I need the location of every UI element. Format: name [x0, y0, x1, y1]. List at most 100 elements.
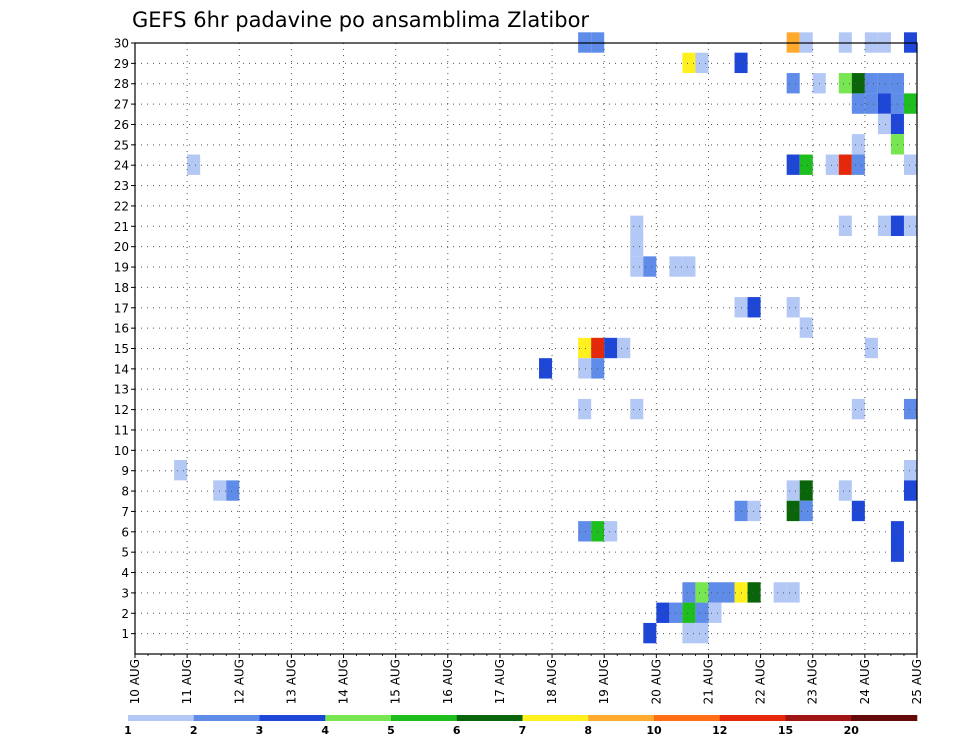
- y-tick-label: 17: [114, 301, 129, 315]
- colorbar-swatch: [654, 715, 721, 721]
- heatmap-cell: [604, 337, 618, 359]
- y-tick-label: 3: [121, 586, 129, 600]
- heatmap-cell: [747, 500, 761, 522]
- heatmap-cell: [903, 93, 917, 114]
- x-tick-label: 12 AUG: [232, 659, 246, 704]
- colorbar-swatch: [128, 715, 195, 721]
- y-tick-label: 28: [114, 77, 129, 91]
- heatmap-cell: [851, 134, 865, 155]
- heatmap-cell: [825, 154, 839, 175]
- x-tick-label: 21 AUG: [701, 659, 715, 704]
- heatmap-cell: [226, 480, 240, 501]
- colorbar-swatch: [719, 715, 786, 721]
- colorbar-label: 8: [584, 724, 592, 737]
- x-tick-label: 14 AUG: [337, 659, 351, 704]
- heatmap-cell: [838, 73, 852, 94]
- heatmap-cells: [174, 32, 917, 644]
- heatmap-cell: [578, 337, 592, 359]
- heatmap-cell: [877, 73, 891, 94]
- heatmap-cell: [643, 256, 657, 277]
- x-tick-label: 17 AUG: [493, 659, 507, 704]
- heatmap-cell: [838, 480, 852, 501]
- heatmap-cell: [786, 154, 800, 175]
- heatmap-cell: [708, 602, 722, 623]
- heatmap-cell: [890, 113, 904, 135]
- heatmap-cell: [643, 622, 657, 644]
- heatmap-cell: [721, 582, 735, 603]
- x-tick-label: 18 AUG: [545, 659, 559, 704]
- heatmap-cell: [591, 358, 605, 379]
- colorbar-swatch: [522, 715, 589, 721]
- heatmap-cell: [903, 215, 917, 236]
- heatmap-cell: [630, 235, 644, 257]
- colorbar-swatch: [193, 715, 260, 721]
- y-tick-label: 16: [114, 322, 129, 336]
- heatmap-cell: [213, 480, 227, 501]
- heatmap-cell: [630, 215, 644, 236]
- heatmap-cell: [682, 622, 696, 644]
- heatmap-cell: [851, 500, 865, 522]
- y-tick-label: 2: [121, 607, 129, 621]
- heatmap-cell: [174, 460, 188, 481]
- y-tick-label: 11: [114, 423, 129, 437]
- x-tick-label: 23 AUG: [806, 659, 820, 704]
- colorbar: 1 2 3 4 5 6 7 8 10 12 15 20: [124, 715, 918, 737]
- x-tick-label: 13 AUG: [284, 659, 298, 704]
- y-tick-label: 21: [114, 220, 129, 234]
- x-tick-label: 25 AUG: [910, 659, 924, 704]
- x-axis: 10 AUG 11 AUG 12 AUG 13 AUG 14 AUG 15 AUG 16 A…: [128, 654, 924, 704]
- x-tick-label: 16 AUG: [441, 659, 455, 704]
- grid-lines: [135, 42, 917, 654]
- x-tick-label: 19 AUG: [597, 659, 611, 704]
- x-tick-label: 22 AUG: [754, 659, 768, 704]
- heatmap-cell: [903, 460, 917, 481]
- heatmap-cell: [864, 73, 878, 94]
- heatmap-cell: [903, 154, 917, 175]
- colorbar-swatch: [851, 715, 918, 721]
- colorbar-label: 10: [646, 724, 662, 737]
- colorbar-label: 5: [387, 724, 395, 737]
- y-axis: 1234567891011121314151617181920212223242…: [114, 37, 135, 641]
- heatmap-cell: [682, 582, 696, 603]
- heatmap-cell: [864, 337, 878, 359]
- heatmap-cell: [539, 358, 553, 379]
- y-tick-label: 10: [114, 444, 129, 458]
- heatmap-cell: [786, 73, 800, 94]
- heatmap-cell: [903, 398, 917, 420]
- colorbar-label: 15: [778, 724, 793, 737]
- colorbar-swatch: [325, 715, 392, 721]
- y-tick-label: 19: [114, 261, 129, 275]
- heatmap-cell: [747, 582, 761, 603]
- y-tick-label: 24: [114, 159, 129, 173]
- heatmap-cell: [877, 93, 891, 114]
- heatmap-cell: [786, 582, 800, 603]
- x-tick-label: 11 AUG: [180, 659, 194, 704]
- colorbar-swatch: [391, 715, 458, 721]
- chart-title: GEFS 6hr padavine po ansamblima Zlatibor: [132, 8, 589, 32]
- heatmap-cell: [669, 602, 683, 623]
- x-tick-label: 15 AUG: [389, 659, 403, 704]
- colorbar-label: 1: [124, 724, 132, 737]
- heatmap-cell: [578, 358, 592, 379]
- colorbar-label: 3: [256, 724, 264, 737]
- heatmap-cell: [773, 582, 787, 603]
- heatmap-cell: [734, 52, 748, 74]
- colorbar-swatch: [259, 715, 326, 721]
- y-tick-label: 13: [114, 383, 129, 397]
- colorbar-label: 7: [519, 724, 527, 737]
- y-tick-label: 27: [114, 98, 129, 112]
- heatmap-cell: [682, 52, 696, 74]
- heatmap-cell: [734, 297, 748, 318]
- colorbar-swatch: [456, 715, 523, 721]
- y-tick-label: 20: [114, 240, 129, 254]
- heatmap-cell: [786, 297, 800, 318]
- y-tick-label: 15: [114, 342, 129, 356]
- heatmap-cell: [799, 500, 813, 522]
- y-tick-label: 9: [121, 464, 129, 478]
- colorbar-label: 12: [712, 724, 727, 737]
- y-tick-label: 30: [114, 37, 129, 51]
- heatmap-cell: [187, 154, 201, 175]
- y-tick-label: 4: [121, 566, 129, 580]
- y-tick-label: 6: [121, 525, 129, 539]
- heatmap-cell: [630, 256, 644, 277]
